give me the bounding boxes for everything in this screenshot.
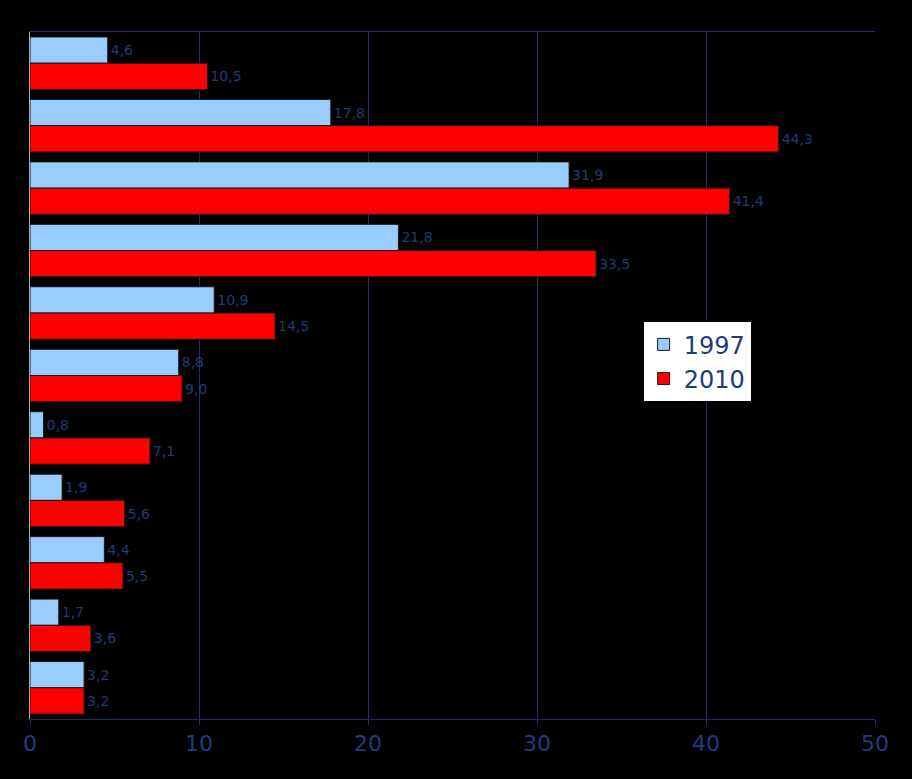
svg-text:5,6: 5,6 <box>128 506 150 522</box>
svg-text:4,6: 4,6 <box>111 42 133 58</box>
svg-text:14,5: 14,5 <box>278 318 309 334</box>
svg-text:21,8: 21,8 <box>401 229 432 245</box>
svg-text:0,8: 0,8 <box>47 417 69 433</box>
svg-text:0: 0 <box>23 731 37 756</box>
svg-text:1997: 1997 <box>684 332 745 360</box>
svg-text:20: 20 <box>354 731 382 756</box>
svg-text:40: 40 <box>692 731 720 756</box>
svg-text:1,7: 1,7 <box>62 604 84 620</box>
svg-text:10,9: 10,9 <box>217 292 248 308</box>
svg-text:3,2: 3,2 <box>87 667 109 683</box>
svg-text:5,5: 5,5 <box>126 568 148 584</box>
svg-text:9,0: 9,0 <box>185 381 207 397</box>
svg-text:41,4: 41,4 <box>733 193 764 209</box>
svg-text:2010: 2010 <box>684 366 745 394</box>
svg-text:33,5: 33,5 <box>599 256 630 272</box>
svg-text:30: 30 <box>523 731 551 756</box>
svg-text:17,8: 17,8 <box>334 105 365 121</box>
svg-text:10: 10 <box>185 731 213 756</box>
svg-text:31,9: 31,9 <box>572 167 603 183</box>
svg-text:4,4: 4,4 <box>107 542 129 558</box>
svg-text:3,6: 3,6 <box>94 630 116 646</box>
svg-text:10,5: 10,5 <box>210 68 241 84</box>
svg-text:3,2: 3,2 <box>87 693 109 709</box>
svg-text:1,9: 1,9 <box>65 479 87 495</box>
svg-text:7,1: 7,1 <box>153 443 175 459</box>
svg-text:44,3: 44,3 <box>782 131 813 147</box>
svg-text:8,8: 8,8 <box>182 354 204 370</box>
svg-text:50: 50 <box>861 731 889 756</box>
